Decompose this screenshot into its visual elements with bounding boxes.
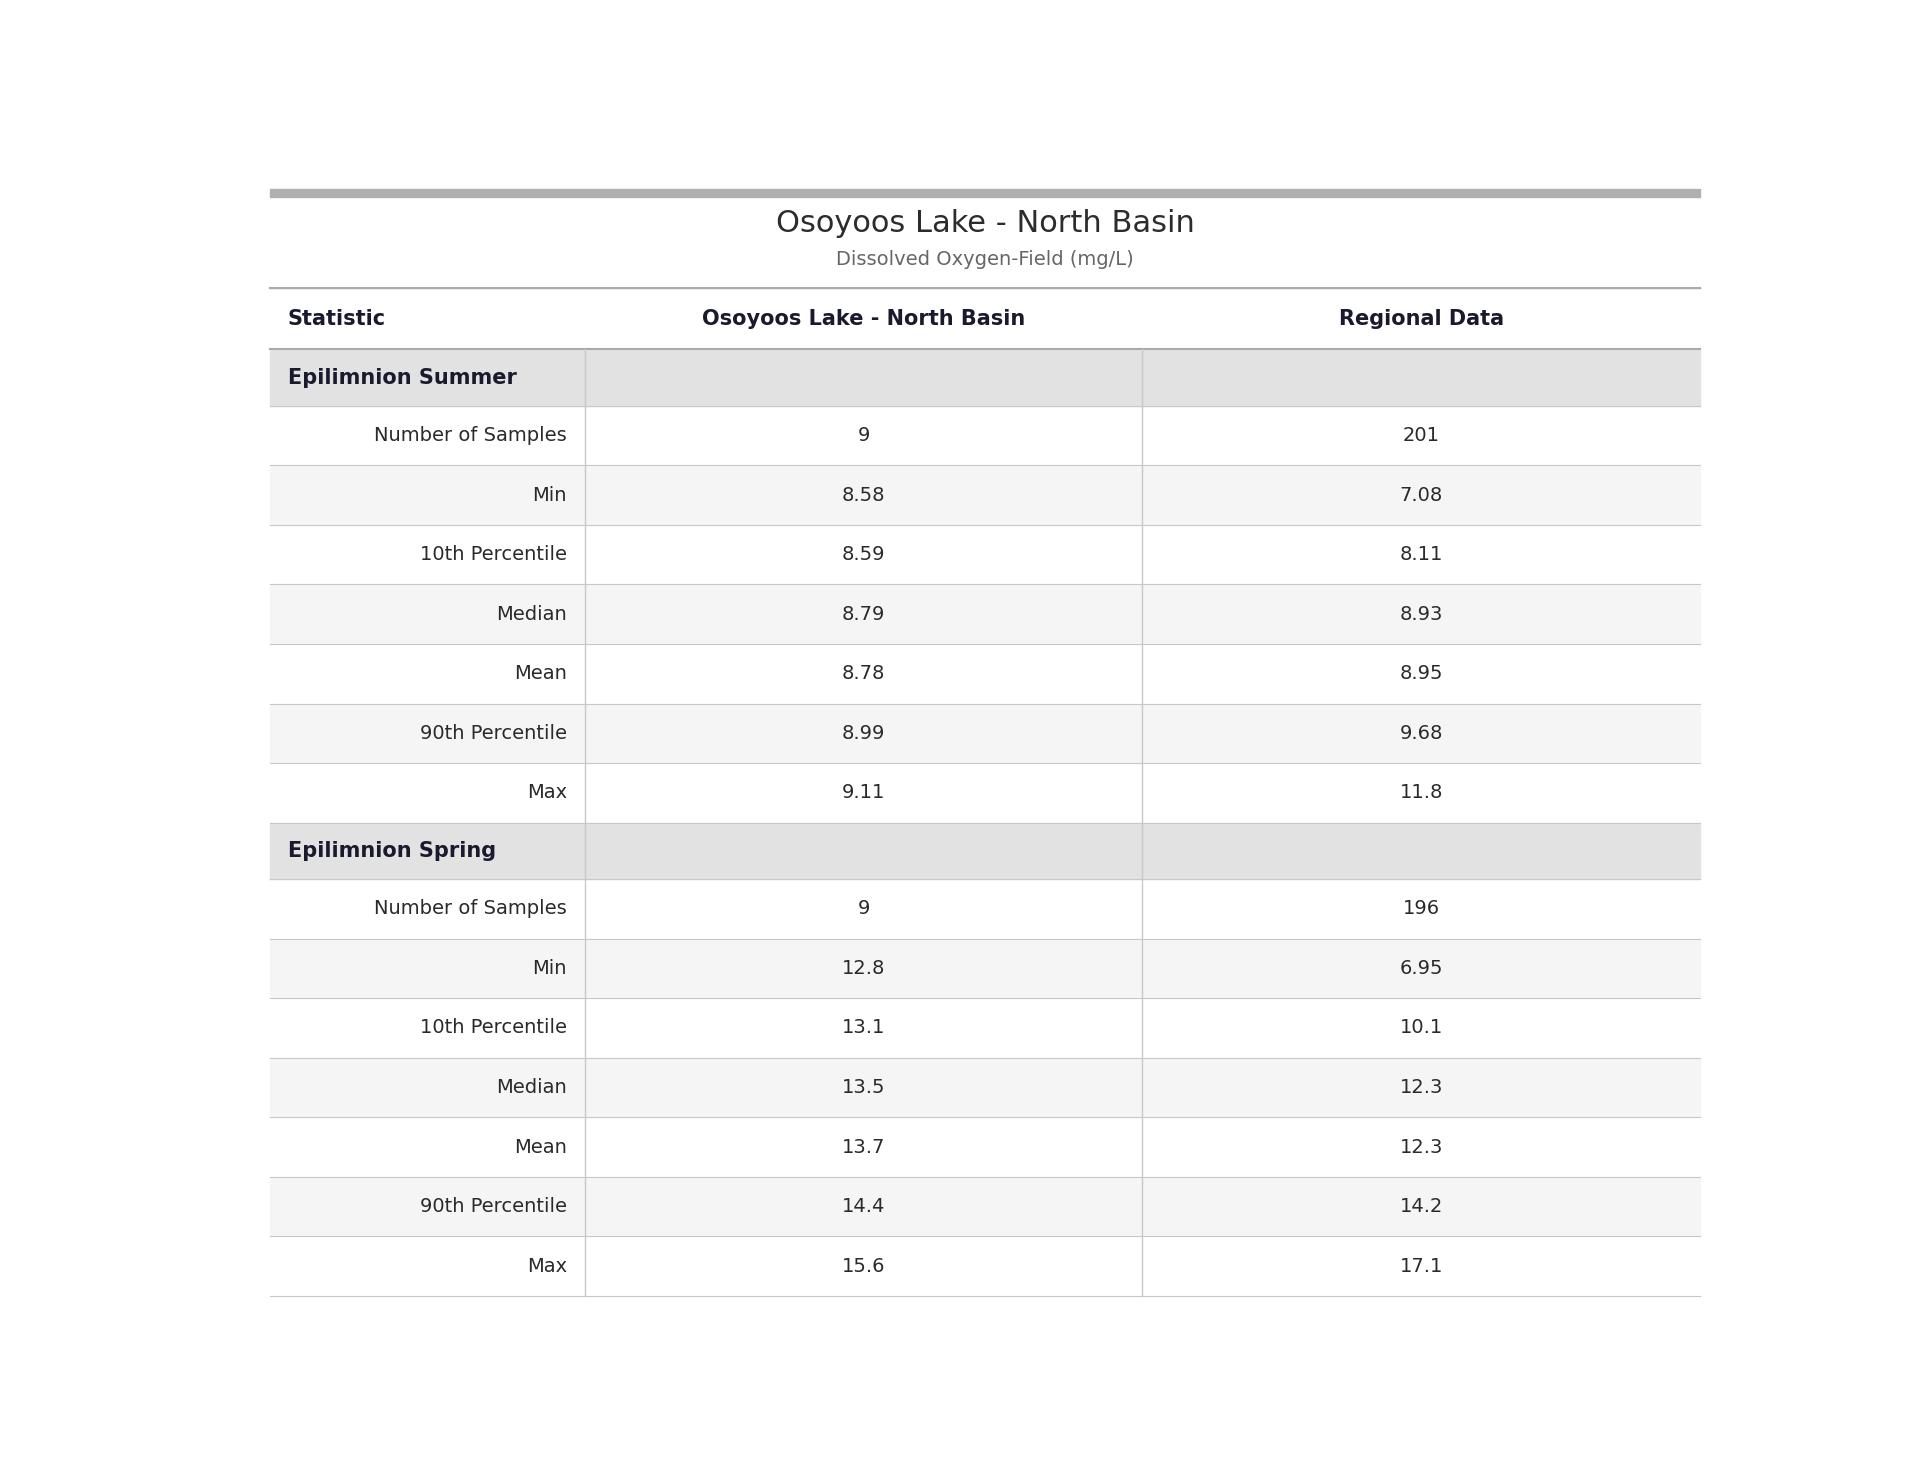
Text: 8.99: 8.99 <box>842 724 886 743</box>
Bar <box>269 288 1699 349</box>
Text: 10th Percentile: 10th Percentile <box>419 545 567 564</box>
Text: Max: Max <box>527 1257 567 1276</box>
Text: 17.1: 17.1 <box>1399 1257 1443 1276</box>
Text: Min: Min <box>532 959 567 978</box>
Text: 12.3: 12.3 <box>1399 1077 1443 1096</box>
Text: 90th Percentile: 90th Percentile <box>419 1197 567 1216</box>
Text: 13.1: 13.1 <box>842 1019 886 1038</box>
Text: 12.3: 12.3 <box>1399 1137 1443 1156</box>
Text: 8.95: 8.95 <box>1399 664 1443 683</box>
Text: 6.95: 6.95 <box>1399 959 1443 978</box>
Text: Mean: Mean <box>513 1137 567 1156</box>
Bar <box>269 524 1699 584</box>
Text: Min: Min <box>532 486 567 505</box>
Text: 196: 196 <box>1403 899 1440 918</box>
Text: Statistic: Statistic <box>288 308 386 328</box>
Text: 9.11: 9.11 <box>842 784 886 803</box>
Bar <box>269 644 1699 704</box>
Bar <box>269 349 1699 406</box>
Text: 7.08: 7.08 <box>1399 486 1443 505</box>
Bar <box>269 939 1699 999</box>
Text: Epilimnion Summer: Epilimnion Summer <box>288 368 517 387</box>
Text: 8.93: 8.93 <box>1399 604 1443 623</box>
Text: Mean: Mean <box>513 664 567 683</box>
Text: 9.68: 9.68 <box>1399 724 1443 743</box>
Bar <box>269 704 1699 764</box>
Text: 9: 9 <box>857 899 869 918</box>
Bar <box>269 1177 1699 1237</box>
Bar <box>269 1057 1699 1117</box>
Text: 13.5: 13.5 <box>842 1077 886 1096</box>
Text: 8.58: 8.58 <box>842 486 886 505</box>
Text: Max: Max <box>527 784 567 803</box>
Text: Dissolved Oxygen-Field (mg/L): Dissolved Oxygen-Field (mg/L) <box>836 250 1134 269</box>
Text: 15.6: 15.6 <box>842 1257 886 1276</box>
Bar <box>269 584 1699 644</box>
Text: 11.8: 11.8 <box>1399 784 1443 803</box>
Text: Epilimnion Spring: Epilimnion Spring <box>288 841 496 861</box>
Text: Osoyoos Lake - North Basin: Osoyoos Lake - North Basin <box>776 209 1194 238</box>
Text: 201: 201 <box>1403 426 1440 445</box>
Bar <box>269 466 1699 524</box>
Text: Number of Samples: Number of Samples <box>375 426 567 445</box>
Text: 10th Percentile: 10th Percentile <box>419 1019 567 1038</box>
Bar <box>269 879 1699 939</box>
Bar <box>269 406 1699 466</box>
Bar <box>269 188 1699 197</box>
Bar <box>269 1237 1699 1296</box>
Text: 8.78: 8.78 <box>842 664 886 683</box>
Text: 8.59: 8.59 <box>842 545 886 564</box>
Text: 90th Percentile: 90th Percentile <box>419 724 567 743</box>
Text: 9: 9 <box>857 426 869 445</box>
Text: 12.8: 12.8 <box>842 959 886 978</box>
Text: 8.79: 8.79 <box>842 604 886 623</box>
Text: 14.4: 14.4 <box>842 1197 886 1216</box>
Text: 8.11: 8.11 <box>1399 545 1443 564</box>
Text: Number of Samples: Number of Samples <box>375 899 567 918</box>
Text: 13.7: 13.7 <box>842 1137 886 1156</box>
Text: Median: Median <box>496 604 567 623</box>
Bar <box>269 999 1699 1057</box>
Text: 10.1: 10.1 <box>1399 1019 1443 1038</box>
Text: Regional Data: Regional Data <box>1338 308 1503 328</box>
Bar <box>269 1117 1699 1177</box>
Text: 14.2: 14.2 <box>1399 1197 1443 1216</box>
Text: Median: Median <box>496 1077 567 1096</box>
Bar <box>269 764 1699 823</box>
Bar <box>269 823 1699 879</box>
Text: Osoyoos Lake - North Basin: Osoyoos Lake - North Basin <box>702 308 1024 328</box>
